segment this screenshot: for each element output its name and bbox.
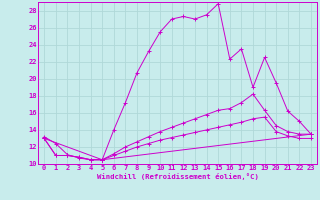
- X-axis label: Windchill (Refroidissement éolien,°C): Windchill (Refroidissement éolien,°C): [97, 173, 259, 180]
